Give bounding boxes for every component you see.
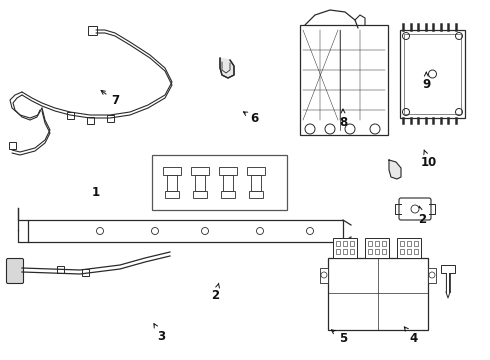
- Circle shape: [370, 124, 380, 134]
- Bar: [251, 175, 261, 191]
- Bar: [300, 25, 388, 135]
- Bar: [81, 269, 89, 275]
- Bar: [414, 241, 418, 246]
- Circle shape: [402, 108, 410, 116]
- Bar: [87, 117, 94, 123]
- Bar: [382, 241, 386, 246]
- Circle shape: [201, 228, 209, 234]
- Bar: [382, 249, 386, 254]
- Bar: [336, 249, 340, 254]
- Bar: [223, 175, 233, 191]
- Bar: [195, 175, 205, 191]
- Bar: [404, 34, 461, 114]
- Circle shape: [345, 124, 355, 134]
- Polygon shape: [220, 58, 234, 78]
- Circle shape: [151, 228, 158, 234]
- Polygon shape: [389, 160, 401, 179]
- Bar: [336, 241, 340, 246]
- Bar: [365, 238, 389, 258]
- Text: 2: 2: [212, 283, 220, 302]
- Text: 10: 10: [420, 150, 437, 168]
- Bar: [165, 191, 179, 198]
- Bar: [219, 167, 237, 175]
- Bar: [56, 266, 64, 273]
- Bar: [400, 249, 404, 254]
- Bar: [247, 167, 265, 175]
- Bar: [67, 112, 74, 118]
- Bar: [407, 241, 411, 246]
- Bar: [333, 238, 357, 258]
- Text: 6: 6: [244, 112, 259, 125]
- Bar: [414, 249, 418, 254]
- Circle shape: [321, 272, 327, 278]
- Bar: [167, 175, 177, 191]
- Circle shape: [402, 32, 410, 40]
- Text: 3: 3: [154, 324, 166, 343]
- FancyBboxPatch shape: [399, 198, 431, 220]
- Bar: [320, 268, 328, 283]
- Bar: [368, 249, 372, 254]
- Text: 9: 9: [422, 72, 430, 91]
- Circle shape: [325, 124, 335, 134]
- Text: 4: 4: [404, 327, 418, 345]
- Circle shape: [456, 32, 463, 40]
- Bar: [152, 155, 287, 210]
- Circle shape: [307, 228, 314, 234]
- Bar: [368, 241, 372, 246]
- Text: 8: 8: [339, 109, 347, 129]
- Bar: [400, 241, 404, 246]
- Bar: [191, 167, 209, 175]
- Bar: [88, 26, 97, 35]
- Bar: [400, 30, 465, 118]
- Circle shape: [305, 124, 315, 134]
- Text: 2: 2: [418, 206, 426, 226]
- Circle shape: [429, 272, 435, 278]
- Text: 7: 7: [101, 90, 119, 107]
- Bar: [249, 191, 263, 198]
- Bar: [343, 241, 347, 246]
- Bar: [428, 268, 436, 283]
- Bar: [397, 238, 421, 258]
- Bar: [221, 191, 235, 198]
- Bar: [375, 249, 379, 254]
- Circle shape: [97, 228, 103, 234]
- Bar: [350, 241, 354, 246]
- FancyBboxPatch shape: [6, 258, 24, 284]
- Circle shape: [428, 70, 437, 78]
- Bar: [106, 114, 114, 122]
- Bar: [407, 249, 411, 254]
- Bar: [441, 265, 455, 273]
- Circle shape: [456, 108, 463, 116]
- Text: 1: 1: [92, 186, 99, 199]
- Bar: [8, 141, 16, 148]
- Bar: [350, 249, 354, 254]
- Bar: [163, 167, 181, 175]
- Bar: [193, 191, 207, 198]
- Circle shape: [256, 228, 264, 234]
- Bar: [328, 258, 428, 330]
- Text: 5: 5: [331, 330, 347, 345]
- Bar: [375, 241, 379, 246]
- Bar: [343, 249, 347, 254]
- Circle shape: [411, 205, 419, 213]
- Bar: [28, 220, 343, 242]
